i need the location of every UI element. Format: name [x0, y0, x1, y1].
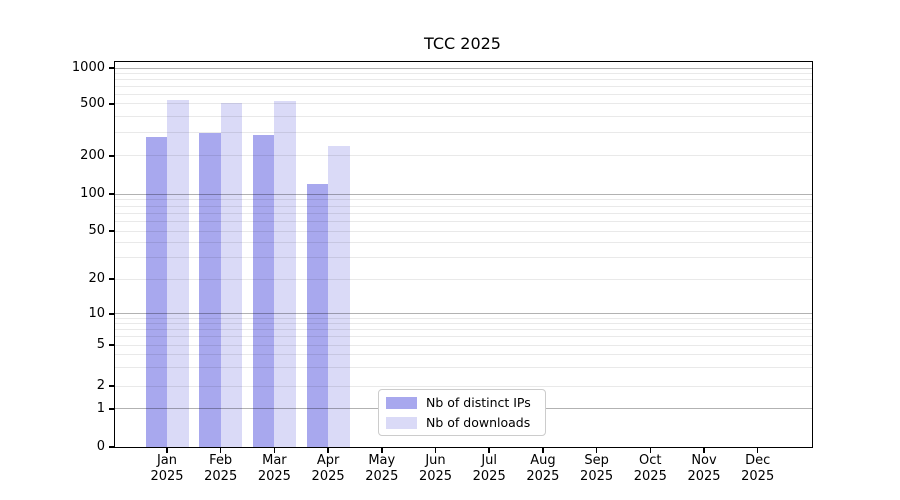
y-axis-tick	[109, 446, 114, 448]
gridline-minor	[115, 93, 812, 95]
y-axis-tick-label: 1000	[71, 60, 105, 75]
x-label-month: Feb	[209, 453, 233, 468]
bar-downloads-feb	[220, 102, 243, 447]
x-axis-tick-label: Jan 2025	[137, 453, 197, 484]
x-axis-tick-label: Jun 2025	[406, 453, 466, 484]
y-axis-tick	[109, 312, 114, 315]
x-label-year: 2025	[741, 468, 775, 484]
legend-entry-distinct-ips: Nb of distinct IPs	[386, 395, 545, 411]
x-axis-tick	[703, 448, 705, 453]
legend-label-distinct-ips: Nb of distinct IPs	[426, 395, 531, 410]
x-label-year: 2025	[311, 468, 345, 484]
y-axis-tick	[109, 193, 114, 196]
bar-downloads-apr	[328, 146, 350, 447]
x-label-year: 2025	[204, 468, 238, 484]
x-axis-tick	[756, 448, 759, 453]
bar-distinct-ips-mar	[252, 135, 275, 447]
y-axis-tick	[109, 67, 114, 69]
bar-distinct-ips-jan	[145, 137, 167, 447]
x-label-year: 2025	[687, 468, 721, 484]
x-axis-tick-label: Nov 2025	[674, 453, 734, 484]
gridline-minor	[115, 85, 812, 87]
bar-distinct-ips-feb	[199, 133, 221, 447]
bar-downloads-jan	[167, 100, 189, 447]
x-axis-tick	[434, 448, 437, 453]
x-axis-tick-label: Feb 2025	[191, 453, 251, 484]
x-axis-tick	[219, 448, 222, 453]
x-label-year: 2025	[418, 468, 453, 484]
y-axis-tick-label: 200	[80, 147, 105, 163]
x-label-month: Jan	[156, 453, 178, 468]
x-axis-tick-label: Sep 2025	[567, 453, 627, 484]
legend-swatch-downloads	[386, 416, 417, 429]
y-axis-tick-label: 20	[88, 271, 105, 286]
y-axis-tick	[109, 407, 114, 410]
x-axis-tick-label: Mar 2025	[244, 453, 304, 484]
legend: Nb of distinct IPs Nb of downloads	[378, 389, 546, 436]
x-axis-tick	[381, 448, 383, 453]
bar-distinct-ips-apr	[306, 184, 329, 447]
x-label-year: 2025	[472, 468, 506, 484]
x-label-year: 2025	[580, 468, 614, 484]
y-axis-tick	[109, 154, 114, 157]
y-axis-tick	[109, 102, 114, 105]
x-label-year: 2025	[257, 468, 291, 484]
y-axis-tick-label: 100	[80, 186, 105, 202]
x-label-year: 2025	[365, 468, 399, 484]
x-axis-tick	[649, 448, 652, 453]
x-axis-tick	[595, 448, 598, 453]
x-label-month: Aug	[530, 453, 556, 468]
legend-swatch-distinct-ips	[386, 396, 417, 409]
x-axis-tick-label: Apr 2025	[298, 453, 358, 484]
x-axis-tick	[542, 448, 544, 453]
gridline-minor	[115, 103, 812, 104]
x-axis-tick-label: Jul 2025	[459, 453, 519, 484]
chart-title: TCC 2025	[424, 34, 501, 53]
y-axis-tick	[109, 344, 114, 346]
x-label-year: 2025	[526, 468, 560, 484]
x-label-month: May	[368, 453, 396, 468]
y-axis-tick	[109, 385, 114, 387]
gridline-minor	[115, 115, 812, 117]
gridline-major	[115, 67, 812, 69]
x-axis-tick-label: Oct 2025	[620, 453, 680, 484]
gridline-minor	[115, 72, 812, 74]
legend-entry-downloads: Nb of downloads	[386, 415, 545, 431]
bar-downloads-mar	[274, 101, 296, 447]
x-axis-tick-label: May 2025	[352, 453, 412, 484]
gridline-minor	[115, 78, 812, 80]
y-axis-tick	[109, 230, 114, 232]
x-label-year: 2025	[633, 468, 667, 484]
plot-area: Nb of distinct IPs Nb of downloads 0 1 2 5 1…	[72, 61, 813, 484]
y-axis-tick-label: 50	[88, 223, 105, 238]
x-label-month: Apr	[316, 453, 340, 468]
y-axis-tick-label: 500	[80, 95, 105, 111]
x-label-month: Jun	[425, 453, 446, 468]
x-axis-tick-label: Aug 2025	[513, 453, 573, 484]
x-label-month: Jul	[481, 453, 498, 468]
y-axis-tick-label: 0	[96, 439, 105, 454]
y-axis-tick-label: 2	[96, 378, 105, 393]
x-axis-tick	[273, 448, 276, 453]
x-axis-tick	[166, 448, 168, 453]
x-label-month: Sep	[584, 453, 609, 468]
x-label-month: Nov	[691, 453, 717, 468]
x-label-month: Dec	[745, 453, 771, 468]
x-axis-tick	[327, 448, 329, 453]
x-label-month: Mar	[262, 453, 287, 468]
x-label-year: 2025	[150, 468, 184, 484]
x-axis-tick	[488, 448, 490, 453]
legend-label-downloads: Nb of downloads	[426, 415, 531, 430]
x-label-month: Oct	[639, 453, 662, 468]
y-axis-tick-label: 5	[96, 337, 105, 352]
x-axis-tick-label: Dec 2025	[728, 453, 788, 484]
y-axis-tick	[109, 278, 114, 280]
y-axis-tick-label: 10	[88, 305, 105, 321]
y-axis-tick-label: 1	[96, 400, 105, 416]
